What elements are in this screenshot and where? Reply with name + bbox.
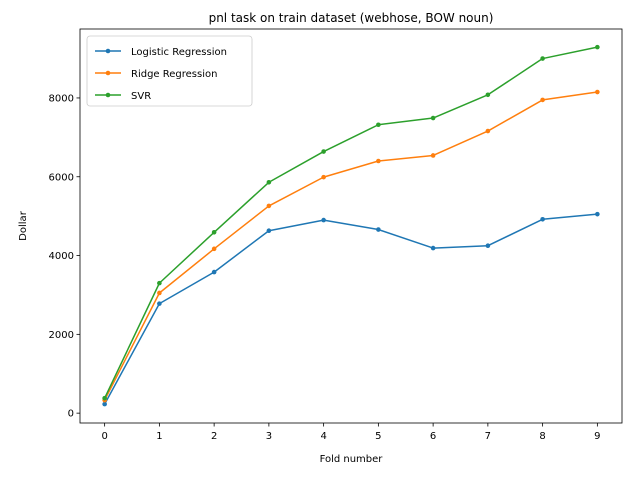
series-layer <box>102 44 600 407</box>
x-tick-label: 7 <box>485 431 491 442</box>
legend-box <box>86 35 253 107</box>
legend-entry-ridge-regression: Ridge Regression <box>95 69 217 80</box>
data-point-ridge-regression <box>321 174 326 180</box>
legend-label: Ridge Regression <box>131 69 217 80</box>
data-point-logistic-regression <box>376 227 381 232</box>
x-tick-label: 2 <box>211 431 217 442</box>
x-tick-label: 8 <box>539 431 545 442</box>
data-point-ridge-regression <box>266 203 272 209</box>
series-line-ridge-regression <box>103 91 598 401</box>
series-line-logistic-regression <box>103 213 598 405</box>
data-point-svr <box>211 230 217 235</box>
x-axis-ticks: 0 1 2 3 4 5 6 7 8 9 <box>101 423 601 442</box>
y-tick-label: 8000 <box>49 93 74 104</box>
legend-marker-swatch <box>105 48 111 54</box>
legend-entry-logistic-regression: Logistic Regression <box>95 47 227 58</box>
x-tick-label: 5 <box>375 431 381 442</box>
data-point-ridge-regression <box>540 97 545 103</box>
data-point-svr <box>540 56 545 61</box>
legend-label: Logistic Regression <box>131 47 227 58</box>
y-axis-ticks: 0 2000 4000 6000 8000 <box>49 93 80 420</box>
legend-marker-swatch <box>105 70 111 76</box>
data-point-logistic-regression <box>102 401 107 407</box>
x-tick-label: 1 <box>156 431 162 442</box>
plot-area-frame <box>79 28 623 424</box>
data-point-logistic-regression <box>157 301 162 306</box>
x-tick-label: 9 <box>594 431 600 442</box>
data-point-svr <box>321 149 326 154</box>
y-axis-label: Dollar <box>18 210 29 241</box>
data-point-logistic-regression <box>485 243 491 248</box>
data-point-logistic-regression <box>266 228 272 234</box>
legend-label: SVR <box>131 91 151 102</box>
data-point-svr <box>266 179 272 185</box>
data-point-svr <box>595 44 600 50</box>
data-point-ridge-regression <box>595 89 600 95</box>
data-point-ridge-regression <box>211 246 217 252</box>
legend-entry-svr: SVR <box>95 91 151 102</box>
data-point-svr <box>376 122 381 128</box>
data-point-svr <box>430 115 436 121</box>
data-point-ridge-regression <box>430 153 436 158</box>
data-point-logistic-regression <box>540 217 545 222</box>
data-point-logistic-regression <box>595 211 600 217</box>
x-tick-label: 0 <box>101 431 107 442</box>
data-point-svr <box>157 280 162 286</box>
data-point-logistic-regression <box>321 217 326 223</box>
data-point-ridge-regression <box>376 158 381 164</box>
legend: Logistic Regression Ridge Regression SVR <box>86 35 253 107</box>
y-tick-label: 6000 <box>49 172 74 183</box>
y-tick-label: 0 <box>68 409 74 420</box>
x-tick-label: 4 <box>320 431 326 442</box>
series-logistic-regression <box>102 211 600 407</box>
x-tick-label: 3 <box>266 431 272 442</box>
data-point-svr <box>102 395 107 401</box>
series-line-svr <box>103 46 598 399</box>
data-point-ridge-regression <box>157 290 162 296</box>
x-tick-label: 6 <box>430 431 436 442</box>
data-point-ridge-regression <box>485 128 491 134</box>
y-tick-label: 2000 <box>49 330 74 341</box>
x-axis-label: Fold number <box>320 454 384 465</box>
series-svr <box>102 44 600 401</box>
legend-marker-swatch <box>105 92 111 98</box>
data-point-logistic-regression <box>211 269 217 275</box>
data-point-logistic-regression <box>430 245 436 251</box>
data-point-svr <box>485 92 491 98</box>
y-tick-label: 4000 <box>49 251 74 262</box>
chart-title: pnl task on train dataset (webhose, BOW … <box>209 11 494 25</box>
